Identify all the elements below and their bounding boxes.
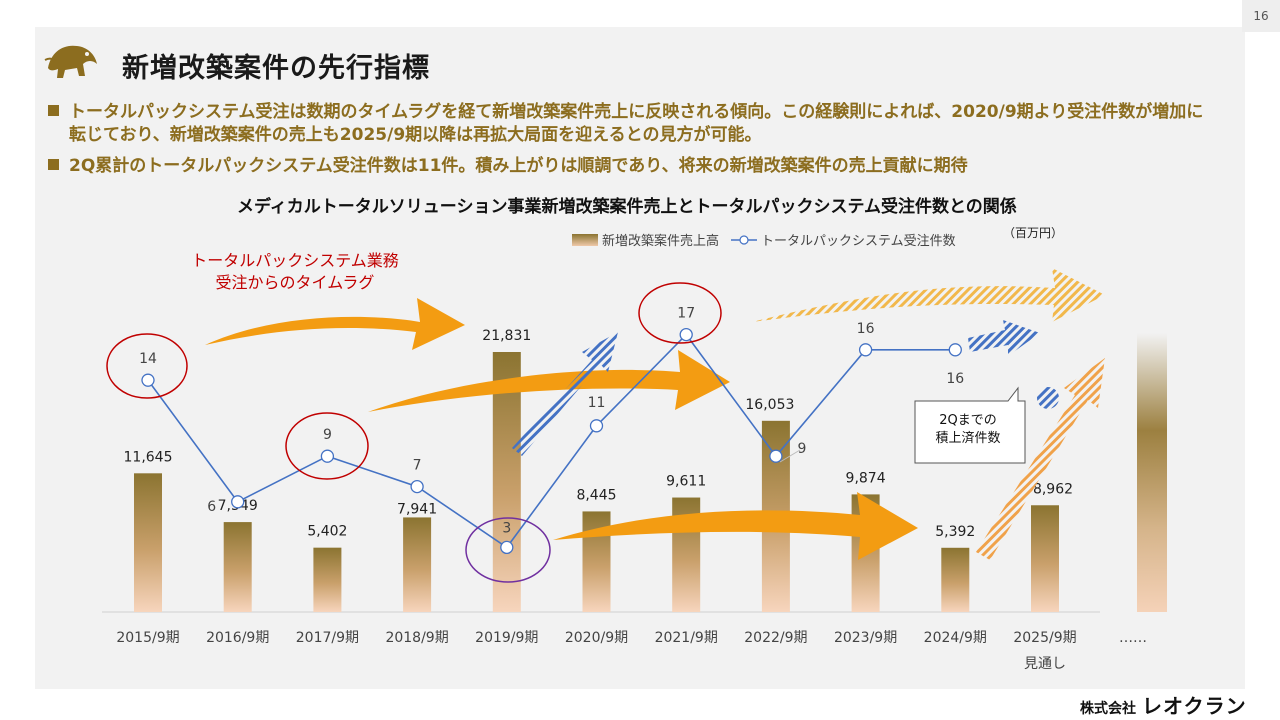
company-name: レオクラン xyxy=(1142,694,1247,718)
bullet-square-icon xyxy=(48,159,59,170)
bullet-1-text: トータルパックシステム受注は数期のタイムラグを経て新増改築案件売上に反映される傾… xyxy=(69,102,1204,145)
legend-bar-swatch xyxy=(572,233,598,246)
callout-line-2: 積上済件数 xyxy=(935,431,1001,446)
orders-point xyxy=(141,373,155,387)
orders-value-label: 16 xyxy=(946,371,964,387)
highlight-circle-2019 xyxy=(465,517,551,583)
bar-2024/9期 xyxy=(941,547,970,612)
hatched-arrow-future xyxy=(752,268,1105,322)
lag-arrow-3 xyxy=(553,492,918,560)
bar-2025/9期 xyxy=(1031,505,1059,612)
bullet-square-icon xyxy=(48,105,59,116)
callout-box xyxy=(914,386,1026,464)
bar-value-label: 21,831 xyxy=(482,328,531,344)
x-tick-label: 2020/9期 xyxy=(565,630,628,646)
x-tick-sublabel: 見通し xyxy=(1024,656,1066,672)
orders-point xyxy=(589,419,604,433)
orders-value-label: 14 xyxy=(139,351,157,367)
bullet-2-text: 2Q累計のトータルパックシステム受注件数は11件。積み上がりは順調であり、将来の… xyxy=(69,156,968,176)
page-number: 16 xyxy=(1242,0,1280,32)
callout-text: 2Qまでの 積上済件数 xyxy=(918,412,1018,448)
orders-value-label: 11 xyxy=(588,395,606,411)
hatched-arrow-up-blue xyxy=(512,332,618,456)
x-tick-label: 2025/9期 xyxy=(1013,630,1076,646)
chart-legend: 新増改築案件売上高 トータルパックシステム受注件数 xyxy=(572,230,956,249)
lag-arrow-1 xyxy=(205,298,465,350)
orders-value-label: 9 xyxy=(323,427,332,443)
orders-point xyxy=(858,343,873,357)
bullet-2: 2Q累計のトータルパックシステム受注件数は11件。積み上がりは順調であり、将来の… xyxy=(48,155,1219,178)
orders-value-label: 9 xyxy=(797,441,806,457)
hatched-arrow-up-orange xyxy=(976,358,1105,560)
orders-point xyxy=(948,343,962,357)
bar-value-label: 8,445 xyxy=(576,487,616,503)
x-tick-label: 2015/9期 xyxy=(116,630,179,646)
future-fade-bar xyxy=(1137,333,1167,612)
x-tick-label: 2024/9期 xyxy=(924,630,987,646)
legend-bar-label: 新増改築案件売上高 xyxy=(602,234,720,249)
chart-title: メディカルトータルソリューション事業新増改築案件売上とトータルパックシステム受注… xyxy=(237,197,1017,217)
bar-value-label: 5,402 xyxy=(307,524,347,540)
lag-annotation: トータルパックシステム業務 受注からのタイムラグ xyxy=(180,250,410,294)
bar-value-label: 5,392 xyxy=(935,524,975,540)
x-tick-ellipsis: …… xyxy=(1119,630,1147,646)
bar-value-label: 9,611 xyxy=(666,474,706,490)
legend-line-swatch xyxy=(731,234,758,245)
highlight-circle-2017 xyxy=(285,412,369,480)
legend-line-label: トータルパックシステム受注件数 xyxy=(761,234,956,249)
bullet-1: トータルパックシステム受注は数期のタイムラグを経て新増改築案件売上に反映される傾… xyxy=(48,101,1219,147)
bar-2017/9期 xyxy=(313,547,342,612)
orders-point xyxy=(500,540,514,555)
x-tick-label: 2021/9期 xyxy=(655,630,718,646)
page-title: 新増改築案件の先行指標 xyxy=(122,53,430,84)
company-prefix: 株式会社 xyxy=(1080,701,1136,717)
orders-value-label: 6 xyxy=(207,499,216,515)
orders-value-label: 17 xyxy=(677,306,695,322)
lag-arrow-2 xyxy=(368,350,730,412)
company-logo: 株式会社 レオクラン xyxy=(1080,690,1247,719)
orders-line xyxy=(147,333,956,549)
lag-annotation-line-1: トータルパックシステム業務 xyxy=(191,251,399,270)
bar-value-label: 7,941 xyxy=(397,501,437,517)
orders-point xyxy=(320,449,335,463)
bar-2016/9期 xyxy=(223,522,252,612)
bar-value-label: 16,053 xyxy=(745,397,794,413)
callout-line-1: 2Qまでの xyxy=(939,413,997,428)
hatched-arrow-right-blue xyxy=(968,320,1040,356)
chart-unit: （百万円） xyxy=(1003,226,1064,240)
x-tick-label: 2016/9期 xyxy=(206,630,269,646)
x-tick-label: 2017/9期 xyxy=(296,630,359,646)
orders-value-label: 16 xyxy=(857,321,875,337)
x-tick-label: 2023/9期 xyxy=(834,630,897,646)
bar-2015/9期 xyxy=(134,473,162,612)
callout-leader xyxy=(779,449,801,463)
bar-2018/9期 xyxy=(403,517,432,612)
bar-value-label: 11,645 xyxy=(124,449,173,465)
bar-value-label: 8,962 xyxy=(1033,481,1073,497)
orders-value-label: 7 xyxy=(413,458,422,474)
orders-point xyxy=(679,327,693,342)
highlight-circle-2015 xyxy=(106,333,188,399)
orders-value-label: 3 xyxy=(502,520,511,536)
orders-point xyxy=(769,449,783,463)
bar-2019/9期 xyxy=(492,352,521,612)
x-tick-label: 2022/9期 xyxy=(744,630,807,646)
bar-value-label: 9,874 xyxy=(846,470,886,486)
hatched-dot-blue xyxy=(1037,387,1059,409)
lion-logo-icon xyxy=(44,45,97,78)
x-tick-label: 2019/9期 xyxy=(475,630,538,646)
highlight-circle-2021 xyxy=(638,282,722,344)
lag-annotation-line-2: 受注からのタイムラグ xyxy=(215,273,375,292)
x-tick-label: 2018/9期 xyxy=(385,630,448,646)
orders-point xyxy=(231,495,245,509)
orders-point xyxy=(410,479,424,494)
